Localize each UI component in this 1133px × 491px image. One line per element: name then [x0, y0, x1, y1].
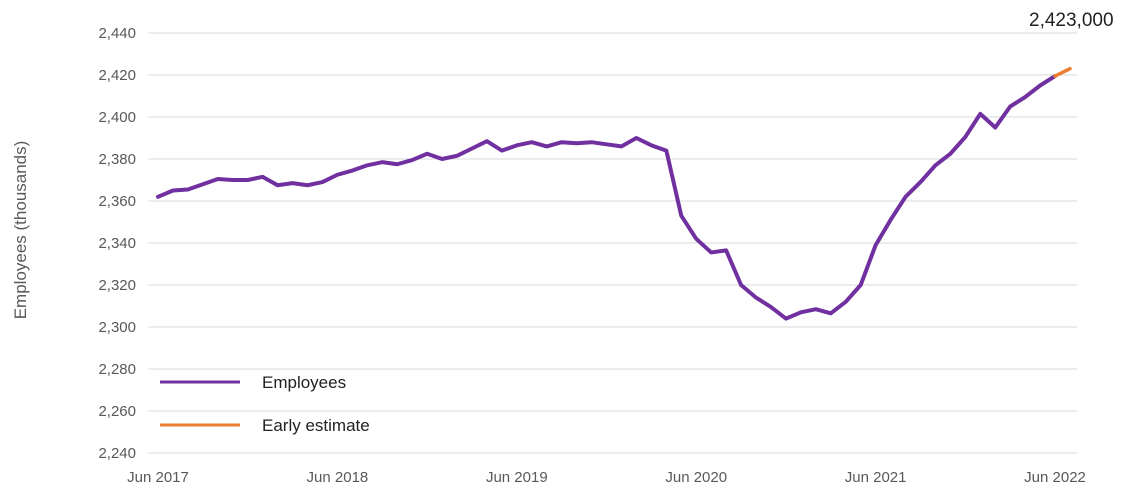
- legend-label-employees: Employees: [262, 373, 346, 392]
- y-tick-labels: 2,240 2,260 2,280 2,300 2,320 2,340 2,360 2,380…: [98, 25, 136, 462]
- y-tick-label: 2,300: [98, 319, 136, 336]
- y-tick-label: 2,360: [98, 193, 136, 210]
- y-tick-label: 2,240: [98, 445, 136, 462]
- y-tick-label: 2,400: [98, 109, 136, 126]
- x-tick-labels: Jun 2017 Jun 2018 Jun 2019 Jun 2020 Jun 2021…: [127, 469, 1086, 486]
- y-tick-label: 2,380: [98, 151, 136, 168]
- y-tick-label: 2,420: [98, 67, 136, 84]
- x-tick-label: Jun 2021: [845, 469, 907, 486]
- y-tick-label: 2,340: [98, 235, 136, 252]
- legend-label-early-estimate: Early estimate: [262, 416, 370, 435]
- series-line-employees: [156, 74, 1058, 321]
- y-tick-label: 2,440: [98, 25, 136, 42]
- latest-value-annotation: 2,423,000: [1029, 10, 1114, 31]
- series-line-early-estimate: [1053, 66, 1072, 78]
- y-tick-label: 2,280: [98, 361, 136, 378]
- x-tick-label: Jun 2022: [1024, 469, 1086, 486]
- y-axis-label: Employees (thousands): [11, 141, 30, 320]
- x-tick-label: Jun 2019: [486, 469, 548, 486]
- x-tick-label: Jun 2017: [127, 469, 189, 486]
- x-tick-label: Jun 2020: [665, 469, 727, 486]
- gridlines: [148, 32, 1077, 454]
- legend: Employees Early estimate: [160, 373, 370, 435]
- y-tick-label: 2,320: [98, 277, 136, 294]
- series-layer: [156, 66, 1072, 321]
- x-tick-label: Jun 2018: [307, 469, 369, 486]
- y-tick-label: 2,260: [98, 403, 136, 420]
